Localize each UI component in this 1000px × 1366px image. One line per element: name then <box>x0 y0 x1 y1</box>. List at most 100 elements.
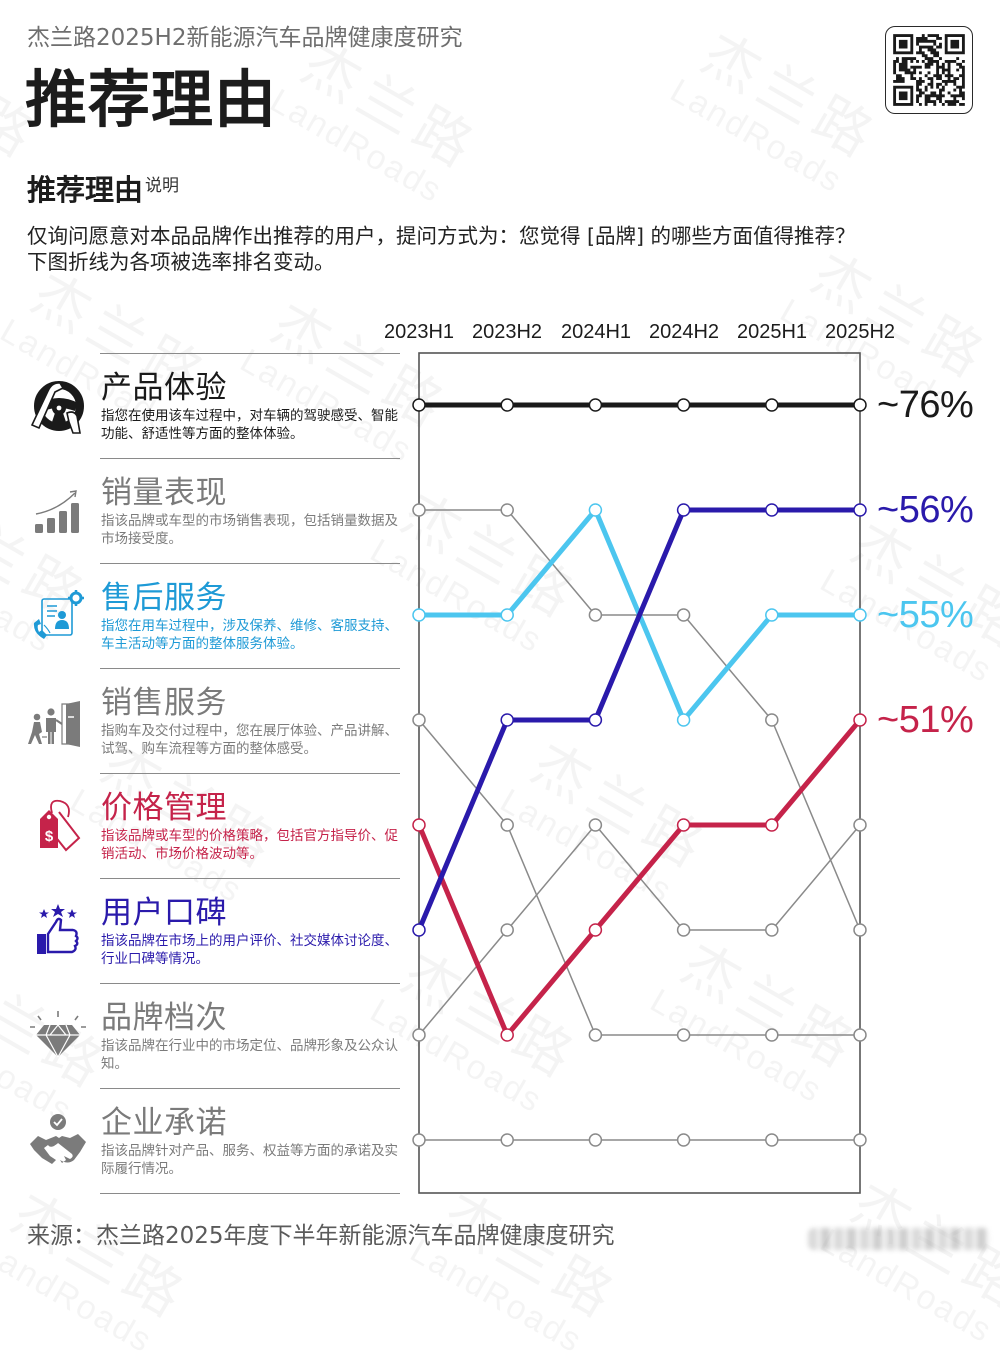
reason-item-after-sales-service: 售后服务 指您在用车过程中，涉及保养、维修、客服支持、车主活动等方面的整体服务体… <box>0 563 405 668</box>
qr-code-icon <box>885 26 973 114</box>
price-tag-icon: $ <box>28 795 88 855</box>
reason-title: 售后服务 <box>101 580 227 616</box>
page-title: 推荐理由 <box>25 63 278 136</box>
divider <box>100 353 400 354</box>
divider <box>100 458 400 459</box>
reason-description: 指该品牌在行业中的市场定位、品牌形象及公众认知。 <box>101 1038 398 1072</box>
series-sales-service <box>412 713 867 1042</box>
reason-description: 指该品牌或车型的价格策略，包括官方指导价、促销活动、市场价格波动等。 <box>101 828 398 862</box>
series-brand-tier <box>412 818 867 1042</box>
handshake-check-icon <box>28 1110 88 1170</box>
section-title-text: 推荐理由 <box>27 173 144 207</box>
data-point <box>412 503 426 517</box>
data-point <box>765 923 779 937</box>
data-point <box>588 398 603 412</box>
data-point <box>500 1028 514 1042</box>
data-point <box>765 398 779 412</box>
data-point <box>412 923 426 937</box>
reason-item-brand-tier: 品牌档次 指该品牌在行业中的市场定位、品牌形象及公众认知。 <box>0 983 405 1088</box>
series-sales-performance <box>412 503 867 937</box>
reason-item-product-experience: 产品体验 指您在使用该车过程中，对车辆的驾驶感受、智能功能、舒适性等方面的整体体… <box>0 353 405 458</box>
reason-title: 企业承诺 <box>101 1105 227 1141</box>
data-point <box>412 608 426 622</box>
reason-title: 品牌档次 <box>101 1000 227 1036</box>
diamond-icon <box>28 1005 88 1065</box>
data-point <box>412 713 426 727</box>
end-label-after-sales-service: ~55% <box>877 594 974 636</box>
watermark: 杰兰路LandRoads <box>364 470 596 666</box>
data-point <box>500 818 514 832</box>
x-tick-label: 2024H1 <box>560 321 632 343</box>
intro-line-2: 下图折线为各项被选率排名变动。 <box>27 250 335 274</box>
data-point <box>676 1133 691 1147</box>
data-point <box>588 1028 603 1042</box>
data-point <box>500 1133 514 1147</box>
reason-description: 指您在用车过程中，涉及保养、维修、客服支持、车主活动等方面的整体服务体验。 <box>101 618 398 652</box>
reason-description: 指该品牌针对产品、服务、权益等方面的承诺及实际履行情况。 <box>101 1143 398 1177</box>
divider <box>100 983 400 984</box>
data-point <box>853 923 867 937</box>
data-point <box>676 503 691 517</box>
end-label-user-reputation: ~56% <box>877 489 974 531</box>
data-point <box>588 713 603 727</box>
section-title-sup: 说明 <box>145 176 180 196</box>
divider <box>100 668 400 669</box>
end-label-price-management: ~51% <box>877 699 974 741</box>
chart-frame <box>418 352 861 1194</box>
reason-description: 指购车及交付过程中，您在展厅体验、产品讲解、试驾、购车流程等方面的整体感受。 <box>101 723 398 757</box>
data-point <box>412 1028 426 1042</box>
data-point <box>853 398 867 412</box>
showroom-door-icon <box>28 690 88 750</box>
reason-item-corporate-commitment: 企业承诺 指该品牌针对产品、服务、权益等方面的承诺及实际履行情况。 <box>0 1088 405 1193</box>
data-point <box>588 503 603 517</box>
reason-description: 指您在使用该车过程中，对车辆的驾驶感受、智能功能、舒适性等方面的整体体验。 <box>101 408 398 442</box>
watermark: 杰兰路LandRoads <box>404 1170 636 1366</box>
series-line <box>418 824 861 1036</box>
divider <box>100 1193 400 1194</box>
series-corporate-commitment <box>412 1133 867 1147</box>
x-tick-label: 2023H1 <box>383 321 455 343</box>
watermark: 杰兰路LandRoads <box>0 1170 206 1366</box>
series-price-management <box>412 713 867 1042</box>
data-point <box>853 713 867 727</box>
data-point <box>500 923 514 937</box>
data-point <box>500 398 514 412</box>
watermark: 杰兰路LandRoads <box>494 720 726 916</box>
data-point <box>676 1028 691 1042</box>
data-point <box>853 1133 867 1147</box>
reason-item-price-management: $ 价格管理 指该品牌或车型的价格策略，包括官方指导价、促销活动、市场价格波动等… <box>0 773 405 878</box>
x-tick-label: 2025H1 <box>736 321 808 343</box>
x-tick-label: 2025H2 <box>824 321 896 343</box>
series-line <box>416 507 860 931</box>
blurred-watermark <box>808 1228 990 1250</box>
divider <box>100 1088 400 1089</box>
reason-description: 指该品牌或车型的市场销售表现，包括销量数据及市场接受度。 <box>101 513 398 547</box>
data-point <box>500 608 514 622</box>
data-point <box>588 608 603 622</box>
watermark: 杰兰路LandRoads <box>644 920 876 1116</box>
data-point <box>853 503 867 517</box>
report-subtitle: 杰兰路2025H2新能源汽车品牌健康度研究 <box>27 25 463 51</box>
reason-title: 用户口碑 <box>101 895 227 931</box>
series-user-reputation <box>412 503 867 937</box>
divider <box>100 878 400 879</box>
series-after-sales-service <box>412 503 867 727</box>
steering-wheel-icon <box>28 375 88 435</box>
bar-growth-icon <box>28 480 88 540</box>
reason-item-user-reputation: 用户口碑 指该品牌在市场上的用户评价、社交媒体讨论度、行业口碑等情况。 <box>0 878 405 983</box>
data-point <box>765 713 779 727</box>
x-tick-label: 2023H2 <box>471 321 543 343</box>
series-line <box>419 509 861 931</box>
data-point <box>500 503 514 517</box>
data-point <box>853 608 867 622</box>
data-point <box>500 713 514 727</box>
intro-line-1: 仅询问愿意对本品品牌作出推荐的用户，提问方式为：您觉得 [品牌] 的哪些方面值得… <box>27 224 856 248</box>
data-point <box>588 923 603 937</box>
customer-service-icon <box>28 585 88 645</box>
data-point <box>765 608 779 622</box>
source-note: 来源：杰兰路2025年度下半年新能源汽车品牌健康度研究 <box>27 1223 615 1249</box>
section-title: 推荐理由 说明 <box>27 172 179 208</box>
reason-description: 指该品牌在市场上的用户评价、社交媒体讨论度、行业口碑等情况。 <box>101 933 398 967</box>
divider <box>100 773 400 774</box>
data-point <box>588 818 603 832</box>
